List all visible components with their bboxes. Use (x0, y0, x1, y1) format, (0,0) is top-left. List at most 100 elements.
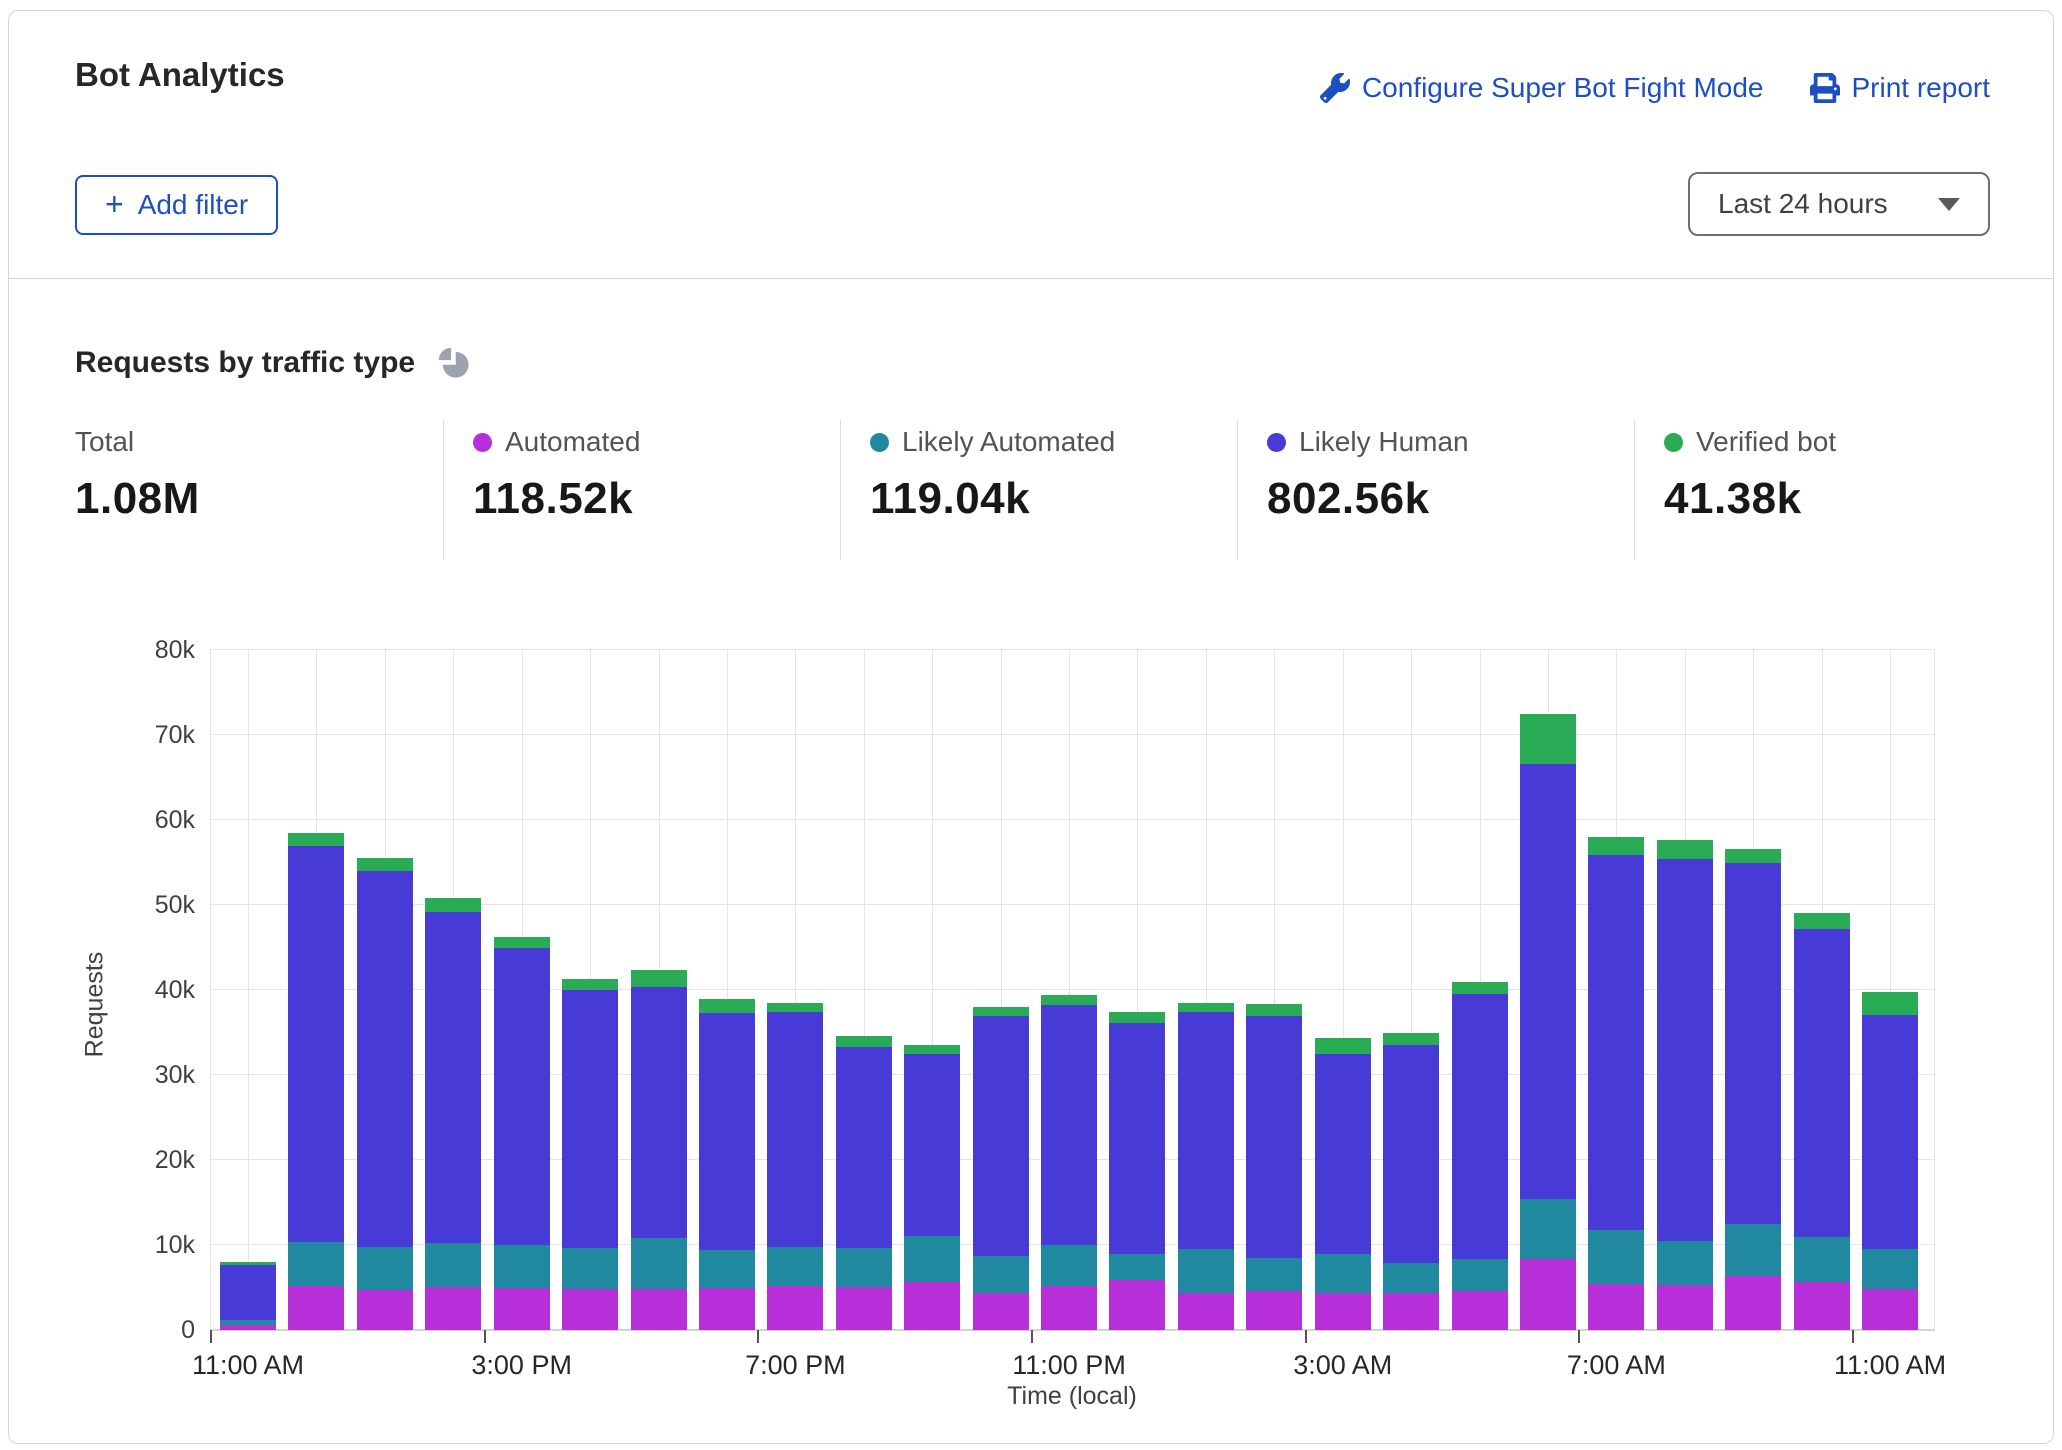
bar-segment-verified-bot (630, 970, 687, 987)
bar-group[interactable] (630, 970, 687, 1330)
bar-segment-likely-human (767, 1012, 824, 1247)
bar-segment-likely-automated (904, 1235, 961, 1283)
bar-segment-automated (1588, 1284, 1645, 1330)
print-link-label: Print report (1851, 72, 1991, 103)
bar-segment-verified-bot (904, 1045, 961, 1054)
bar-group[interactable] (1314, 1038, 1371, 1330)
section-title: Requests by traffic type (75, 342, 475, 384)
page-title: Bot Analytics (75, 56, 285, 93)
bar-group[interactable] (562, 978, 619, 1330)
stat-likely-human-label-row: Likely Human (1267, 426, 1634, 458)
bar-segment-likely-human (1177, 1012, 1234, 1250)
bar-segment-automated (356, 1290, 413, 1330)
add-filter-button[interactable]: + Add filter (75, 175, 279, 235)
bar-group[interactable] (1519, 713, 1576, 1330)
bar-group[interactable] (288, 832, 345, 1330)
x-gridline (1411, 650, 1413, 1330)
bar-segment-likely-human (356, 871, 413, 1247)
bar-segment-likely-automated (288, 1241, 345, 1286)
y-tick-label: 0 (181, 1316, 195, 1344)
bar-group[interactable] (356, 858, 413, 1330)
bar-segment-verified-bot (1109, 1012, 1166, 1024)
time-range-dropdown[interactable]: Last 24 hours (1688, 172, 1990, 236)
bar-segment-verified-bot (1793, 912, 1850, 929)
x-tick-label: 7:00 PM (745, 1350, 846, 1380)
bar-segment-automated (1862, 1289, 1919, 1330)
bar-segment-automated (1314, 1292, 1371, 1330)
bar-segment-likely-automated (1246, 1257, 1303, 1291)
stat-likely-human-value: 802.56k (1267, 474, 1430, 523)
section-title-text: Requests by traffic type (75, 346, 416, 379)
bar-group[interactable] (1793, 912, 1850, 1330)
bar-group[interactable] (1588, 837, 1645, 1330)
bar-segment-likely-automated (1109, 1254, 1166, 1280)
bar-segment-likely-human (1451, 994, 1508, 1259)
bar-group[interactable] (972, 1007, 1029, 1330)
print-report-link[interactable]: Print report (1809, 72, 1991, 104)
bar-group[interactable] (1451, 982, 1508, 1330)
bar-group[interactable] (1109, 1012, 1166, 1330)
bar-group[interactable] (220, 1262, 276, 1330)
y-tick-label: 80k (154, 636, 195, 664)
bar-group[interactable] (698, 999, 755, 1330)
verified-bot-dot-icon (1664, 432, 1683, 452)
y-gridline (210, 989, 1935, 990)
bar-group[interactable] (1246, 1004, 1303, 1330)
y-gridline (210, 649, 1935, 650)
bar-group[interactable] (425, 898, 482, 1330)
bar-segment-likely-automated (1314, 1253, 1371, 1293)
x-axis-title: Time (local) (1007, 1382, 1137, 1410)
bar-segment-automated (835, 1286, 892, 1330)
bar-segment-likely-automated (1793, 1236, 1850, 1283)
stat-automated-label-row: Automated (473, 426, 840, 458)
bar-segment-likely-human (1793, 928, 1850, 1237)
bar-group[interactable] (1041, 995, 1098, 1330)
bar-segment-automated (493, 1288, 550, 1330)
bar-segment-verified-bot (1519, 713, 1576, 764)
bar-segment-automated (1656, 1284, 1713, 1330)
x-tick-label: 11:00 PM (1012, 1350, 1126, 1380)
analytics-card (8, 10, 2054, 1444)
bar-segment-likely-automated (356, 1246, 413, 1291)
add-filter-label: Add filter (137, 189, 249, 220)
requests-bar-chart (210, 649, 1935, 1331)
bar-segment-likely-automated (1656, 1240, 1713, 1285)
bar-group[interactable] (904, 1045, 961, 1330)
bar-segment-automated (1383, 1292, 1440, 1330)
x-tick-mark (1031, 1330, 1034, 1343)
bar-group[interactable] (1862, 991, 1919, 1330)
bar-segment-likely-human (493, 948, 550, 1245)
stat-likely-automated-label: Likely Automated (902, 426, 1116, 457)
stat-likely-human: Likely Human 802.56k (1237, 420, 1634, 560)
bar-segment-automated (220, 1324, 276, 1330)
bar-segment-likely-human (904, 1053, 961, 1236)
bar-segment-verified-bot (288, 832, 345, 846)
bar-group[interactable] (1725, 848, 1782, 1330)
configure-link-label: Configure Super Bot Fight Mode (1361, 72, 1764, 103)
bar-group[interactable] (1383, 1032, 1440, 1330)
bar-segment-verified-bot (1246, 1004, 1303, 1016)
x-tick-label: 3:00 PM (471, 1350, 572, 1380)
bar-segment-automated (698, 1287, 755, 1330)
bar-group[interactable] (767, 1002, 824, 1330)
y-axis-title: Requests (80, 951, 109, 1058)
bar-segment-likely-automated (493, 1245, 550, 1289)
y-tick-label: 40k (154, 976, 195, 1004)
x-gridline (726, 650, 728, 1330)
bar-segment-automated (1177, 1293, 1234, 1330)
bar-segment-likely-automated (630, 1238, 687, 1290)
bar-group[interactable] (1177, 1002, 1234, 1330)
bar-segment-verified-bot (220, 1262, 276, 1265)
header-links: Configure Super Bot Fight Mode Print rep… (1319, 72, 1991, 104)
y-tick-label: 70k (154, 721, 195, 749)
bar-segment-verified-bot (1177, 1002, 1234, 1013)
bar-group[interactable] (493, 937, 550, 1330)
configure-super-bot-fight-mode-link[interactable]: Configure Super Bot Fight Mode (1319, 72, 1764, 104)
bar-segment-likely-human (425, 911, 482, 1244)
bar-segment-likely-automated (972, 1256, 1029, 1293)
bar-segment-automated (1451, 1290, 1508, 1330)
bar-group[interactable] (835, 1035, 892, 1330)
x-gridline (1342, 650, 1344, 1330)
bar-group[interactable] (1656, 840, 1713, 1330)
bar-segment-automated (767, 1285, 824, 1330)
